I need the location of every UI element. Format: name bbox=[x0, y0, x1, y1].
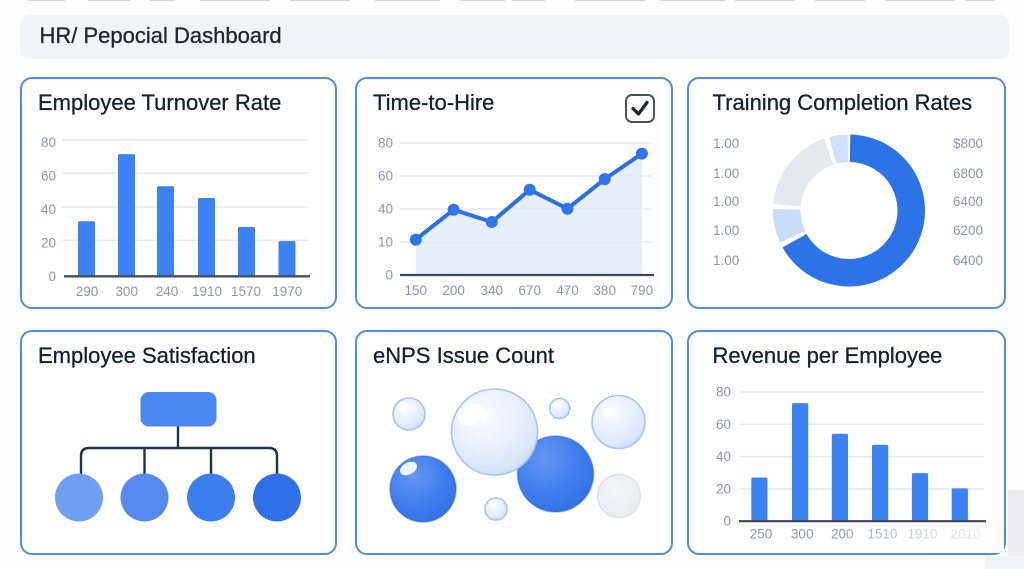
svg-text:20: 20 bbox=[716, 481, 731, 496]
svg-text:0: 0 bbox=[723, 514, 731, 529]
svg-text:20: 20 bbox=[41, 235, 56, 250]
svg-text:470: 470 bbox=[556, 283, 579, 298]
svg-text:1.00: 1.00 bbox=[713, 253, 739, 268]
svg-text:60: 60 bbox=[41, 168, 56, 183]
svg-text:670: 670 bbox=[518, 283, 541, 298]
svg-text:150: 150 bbox=[405, 283, 428, 298]
svg-text:1970: 1970 bbox=[272, 284, 302, 299]
svg-text:380: 380 bbox=[593, 283, 616, 298]
svg-text:6200: 6200 bbox=[953, 223, 983, 238]
svg-text:250: 250 bbox=[750, 527, 773, 542]
svg-text:6400: 6400 bbox=[953, 194, 983, 209]
svg-text:10: 10 bbox=[378, 235, 393, 250]
svg-text:80: 80 bbox=[378, 136, 393, 151]
svg-text:790: 790 bbox=[631, 283, 654, 298]
svg-text:40: 40 bbox=[716, 449, 731, 464]
svg-text:1.00: 1.00 bbox=[713, 223, 739, 238]
svg-text:60: 60 bbox=[378, 169, 393, 184]
svg-text:1.00: 1.00 bbox=[713, 194, 739, 209]
svg-text:0: 0 bbox=[48, 269, 56, 284]
svg-text:1910: 1910 bbox=[192, 284, 222, 299]
svg-text:1570: 1570 bbox=[231, 284, 261, 299]
svg-text:200: 200 bbox=[442, 283, 465, 298]
svg-text:80: 80 bbox=[716, 385, 731, 400]
svg-text:240: 240 bbox=[156, 284, 179, 299]
svg-text:40: 40 bbox=[378, 202, 393, 217]
svg-text:6800: 6800 bbox=[953, 166, 983, 181]
svg-text:290: 290 bbox=[76, 284, 99, 299]
svg-text:340: 340 bbox=[481, 283, 504, 298]
svg-text:1.00: 1.00 bbox=[713, 166, 739, 181]
svg-text:1.00: 1.00 bbox=[713, 136, 739, 151]
svg-text:300: 300 bbox=[791, 527, 814, 542]
svg-text:300: 300 bbox=[115, 284, 138, 299]
svg-text:6400: 6400 bbox=[953, 253, 983, 268]
svg-text:80: 80 bbox=[41, 135, 56, 150]
svg-text:$800: $800 bbox=[953, 136, 983, 151]
svg-text:40: 40 bbox=[41, 202, 56, 217]
svg-text:0: 0 bbox=[385, 268, 393, 283]
svg-text:60: 60 bbox=[716, 417, 731, 432]
